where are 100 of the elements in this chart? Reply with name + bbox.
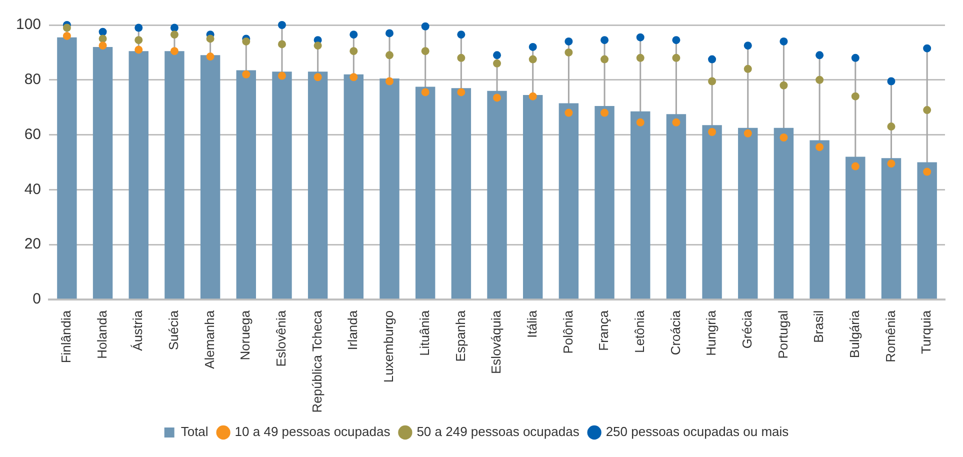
point: [672, 118, 680, 126]
x-tick-label: Itália: [524, 310, 540, 338]
point: [170, 24, 178, 32]
point: [493, 51, 502, 60]
bar: [630, 111, 650, 299]
point: [62, 24, 71, 32]
point: [98, 28, 107, 36]
bar: [128, 51, 148, 299]
point: [780, 134, 788, 142]
x-tick-label: Espanha: [452, 310, 468, 362]
point: [564, 108, 573, 117]
point: [564, 48, 573, 56]
point: [744, 129, 752, 138]
x-tick-label: Lituânia: [416, 310, 432, 356]
point: [923, 106, 932, 114]
x-tick-label: Alemanha: [202, 310, 217, 369]
x-tick-label: Luxemburgo: [381, 310, 396, 383]
bar: [415, 86, 436, 299]
x-tick-label: Grécia: [739, 310, 754, 349]
point: [385, 29, 394, 38]
bar: [738, 128, 758, 299]
bar: [774, 128, 794, 299]
bar: [236, 70, 256, 299]
bar: [666, 114, 686, 299]
point: [314, 42, 322, 50]
x-tick-label: Bulgária: [846, 310, 862, 358]
x-tick-label: Finlândia: [58, 310, 74, 364]
point: [851, 54, 860, 62]
x-tick-label: Eslovênia: [274, 310, 289, 367]
point: [636, 54, 644, 62]
point: [887, 122, 896, 131]
point: [206, 52, 214, 61]
point: [170, 30, 178, 39]
point: [278, 72, 286, 80]
x-tick-label: República Tcheca: [309, 310, 324, 413]
point: [350, 73, 358, 82]
point: [98, 42, 107, 50]
point: [457, 88, 466, 96]
point: [923, 168, 932, 176]
point: [493, 59, 502, 68]
point: [242, 70, 250, 78]
point: [851, 92, 860, 100]
point: [314, 73, 322, 82]
point: [600, 55, 609, 64]
point: [421, 22, 430, 30]
point: [600, 108, 609, 117]
bar: [451, 88, 472, 299]
bar: [558, 103, 579, 299]
x-tick-label: Romênia: [882, 310, 898, 362]
point: [780, 37, 788, 46]
point: [350, 47, 358, 56]
point: [242, 37, 250, 46]
point: [636, 118, 644, 126]
point: [528, 42, 537, 51]
x-tick-label: Polônia: [560, 310, 576, 354]
point: [708, 77, 716, 86]
point: [672, 36, 680, 44]
point: [457, 30, 466, 39]
bar: [380, 78, 400, 299]
point: [385, 51, 394, 60]
x-tick-label: Eslováquia: [488, 310, 504, 374]
x-tick-label: Áustria: [130, 310, 146, 351]
point: [134, 46, 143, 54]
point: [493, 94, 502, 102]
y-tick-label: 0: [32, 290, 42, 308]
y-tick-label: 20: [24, 236, 42, 253]
y-tick-label: 100: [16, 16, 42, 34]
point: [134, 24, 143, 32]
legend-label: Total: [180, 424, 208, 440]
x-tick-label: Suécia: [166, 310, 182, 350]
bar: [594, 106, 614, 299]
y-tick-label: 40: [24, 180, 42, 198]
x-tick-label: Hungria: [704, 310, 719, 356]
x-tick-label: Brasil: [811, 310, 826, 343]
point: [528, 92, 537, 100]
bar: [487, 90, 507, 299]
y-tick-label: 80: [24, 71, 42, 88]
point: [62, 32, 71, 40]
bar: [200, 55, 220, 299]
point: [887, 77, 896, 86]
point: [600, 36, 609, 44]
point: [385, 77, 394, 86]
point: [134, 36, 143, 44]
bar: [92, 46, 113, 299]
x-tick-label: Letônia: [632, 310, 647, 354]
point: [744, 42, 752, 50]
bar: [702, 125, 722, 299]
point: [816, 76, 824, 84]
x-tick-label: Noruega: [238, 310, 253, 360]
point: [672, 54, 680, 62]
point: [421, 88, 430, 96]
point: [708, 55, 716, 64]
point: [421, 47, 430, 56]
point: [564, 37, 573, 46]
bar: [57, 37, 77, 299]
bar: [164, 51, 184, 299]
point: [170, 47, 178, 56]
point: [780, 81, 788, 90]
x-tick-label: Holanda: [94, 310, 110, 359]
bar: [846, 156, 866, 299]
